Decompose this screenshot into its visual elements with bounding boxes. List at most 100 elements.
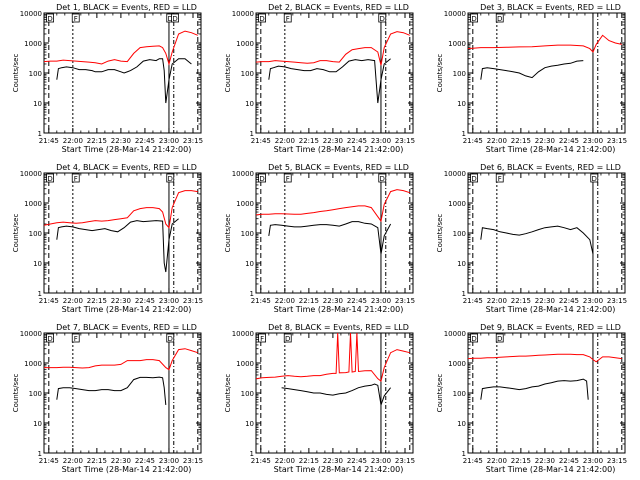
flag-box	[258, 13, 267, 23]
x-tick-label: 21:45	[463, 297, 483, 305]
flag-box	[283, 173, 292, 183]
y-tick-label: 10000	[20, 10, 42, 18]
x-axis-label: Start Time (28-Mar-14 21:42:00)	[62, 145, 192, 154]
x-tick-label: 22:15	[87, 137, 107, 145]
y-axis-label: Counts/sec	[224, 374, 232, 413]
x-tick-label: 23:15	[395, 297, 415, 305]
flag-box	[71, 333, 80, 343]
y-tick-label: 1	[38, 290, 42, 298]
y-tick-label: 1000	[448, 360, 466, 368]
plot-frame	[43, 12, 202, 134]
y-tick-label: 10000	[232, 330, 254, 338]
y-tick-label: 1000	[236, 360, 254, 368]
x-tick-label: 22:30	[111, 457, 131, 465]
panel-title: Det 1, BLACK = Events, RED = LLD	[56, 3, 197, 12]
y-tick-label: 100	[241, 390, 254, 398]
x-tick-label: 23:15	[183, 457, 203, 465]
flag-letter: D	[285, 335, 290, 343]
panel-title: Det 9, BLACK = Events, RED = LLD	[480, 323, 621, 332]
x-tick-label: 21:45	[251, 457, 271, 465]
y-tick-label: 100	[241, 230, 254, 238]
x-axis-label: Start Time (28-Mar-14 21:42:00)	[274, 145, 404, 154]
y-tick-label: 10000	[444, 170, 466, 178]
x-axis-label: Start Time (28-Mar-14 21:42:00)	[62, 305, 192, 314]
x-tick-label: 23:15	[607, 137, 627, 145]
series-events-line	[480, 378, 589, 400]
panel-det-3: Det 3, BLACK = Events, RED = LLD 1 10 100 10…	[436, 3, 627, 154]
x-tick-label: 22:30	[323, 137, 343, 145]
x-axis-label: Start Time (28-Mar-14 21:42:00)	[274, 465, 404, 474]
flag-box	[470, 173, 479, 183]
y-tick-label: 1000	[448, 40, 466, 48]
y-axis-label: Counts/sec	[436, 214, 444, 253]
x-tick-label: 23:15	[395, 457, 415, 465]
x-tick-label: 22:00	[275, 137, 295, 145]
series-events-line	[56, 376, 167, 405]
panel-title: Det 3, BLACK = Events, RED = LLD	[480, 3, 621, 12]
series-lld-line	[43, 190, 198, 229]
y-tick-label: 1	[462, 450, 466, 458]
x-tick-label: 22:15	[299, 297, 319, 305]
flag-box	[258, 173, 267, 183]
flag-box	[590, 173, 599, 183]
y-tick-label: 10000	[444, 330, 466, 338]
flag-box	[71, 13, 80, 23]
plot-frame	[467, 172, 626, 294]
panel-title: Det 7, BLACK = Events, RED = LLD	[56, 323, 197, 332]
x-tick-label: 22:15	[87, 297, 107, 305]
flag-letter: D	[47, 335, 52, 343]
series-events-line	[56, 218, 179, 273]
series-lld-line	[467, 34, 622, 53]
y-axis-label: Counts/sec	[12, 374, 20, 413]
flag-box	[166, 333, 175, 343]
x-tick-label: 22:15	[299, 137, 319, 145]
flag-box	[470, 13, 479, 23]
x-tick-label: 22:45	[347, 137, 367, 145]
x-tick-label: 23:00	[371, 137, 391, 145]
x-tick-label: 22:45	[559, 297, 579, 305]
flag-letter: F	[498, 175, 502, 183]
flag-letter: F	[286, 15, 290, 23]
flag-letter: D	[259, 175, 264, 183]
x-tick-label: 22:30	[111, 297, 131, 305]
panel-det-5: Det 5, BLACK = Events, RED = LLD 1 10 100 10…	[224, 163, 415, 314]
panel-det-9: Det 9, BLACK = Events, RED = LLD 1 10 100 10…	[436, 323, 627, 474]
flag-box	[283, 13, 292, 23]
x-tick-label: 22:00	[63, 137, 83, 145]
x-tick-label: 22:15	[511, 137, 531, 145]
x-tick-label: 23:15	[183, 137, 203, 145]
x-tick-label: 22:30	[535, 457, 555, 465]
series-lld-line	[467, 353, 622, 363]
y-tick-label: 1000	[24, 40, 42, 48]
y-tick-label: 100	[453, 390, 466, 398]
x-axis-label: Start Time (28-Mar-14 21:42:00)	[486, 465, 616, 474]
flag-box	[171, 13, 179, 23]
x-tick-label: 22:00	[275, 457, 295, 465]
x-tick-label: 23:15	[607, 297, 627, 305]
x-tick-label: 22:15	[87, 457, 107, 465]
y-tick-label: 10	[245, 100, 254, 108]
flag-box	[378, 173, 387, 183]
flag-letter: D	[471, 15, 476, 23]
x-tick-label: 23:15	[395, 137, 415, 145]
y-tick-label: 1	[250, 290, 254, 298]
plot-frame	[467, 332, 626, 454]
y-tick-label: 1000	[236, 40, 254, 48]
series-events-line	[268, 221, 392, 255]
flag-box	[495, 333, 504, 343]
x-tick-label: 22:45	[559, 137, 579, 145]
x-tick-label: 23:00	[371, 297, 391, 305]
series-events-line	[480, 60, 584, 80]
y-axis-label: Counts/sec	[436, 54, 444, 93]
x-tick-label: 22:30	[323, 297, 343, 305]
flag-letter: D	[497, 335, 502, 343]
x-tick-label: 22:45	[559, 457, 579, 465]
y-tick-label: 1	[462, 290, 466, 298]
series-lld-line	[44, 348, 198, 371]
y-axis-label: Counts/sec	[436, 374, 444, 413]
y-tick-label: 1000	[24, 360, 42, 368]
flag-box	[470, 333, 479, 343]
flag-letter: F	[260, 335, 264, 343]
flag-box	[71, 173, 80, 183]
